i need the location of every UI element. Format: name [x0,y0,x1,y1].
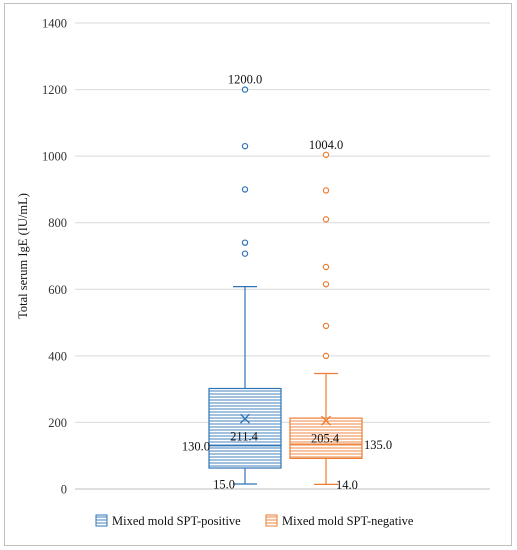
min-label: 15.0 [213,478,235,492]
y-tick-label: 800 [48,216,67,230]
outlier-point [322,216,330,223]
outlier-point [322,281,330,288]
mean-marker [321,415,331,426]
outlier-point [241,142,249,150]
outlier-point [241,250,249,257]
outlier-point [322,352,330,360]
max-label: 1004.0 [309,138,343,152]
outlier-point [241,239,249,246]
y-tick-label: 0 [61,483,67,497]
legend: Mixed mold SPT-positive Mixed mold SPT-ne… [95,514,414,528]
y-tick-label: 200 [48,416,67,430]
mean-label: 205.4 [311,432,340,446]
mean-marker [240,413,250,424]
outlier-point [241,186,249,193]
outlier-point [322,187,330,194]
box-positive: 1200.0 211.4 130.0 15.0 [182,73,282,492]
y-axis-label: Total serum IgE (IU/mL) [16,193,30,319]
outlier-point [322,151,330,159]
iqr-box [208,387,282,469]
outlier-point [241,86,249,93]
box-negative: 1004.0 205.4 135.0 14.0 [289,138,392,492]
legend-item: Mixed mold SPT-negative [265,514,414,528]
legend-swatch [265,514,278,527]
y-tick-label: 1000 [42,150,67,164]
legend-label: Mixed mold SPT-positive [112,514,241,528]
legend-label: Mixed mold SPT-negative [282,514,414,528]
legend-swatch [95,514,108,527]
outlier-point [322,263,330,271]
gridlines [75,22,490,490]
outlier-point [322,322,330,330]
mean-label: 211.4 [230,430,258,444]
legend-item: Mixed mold SPT-positive [95,514,241,528]
min-label: 14.0 [336,478,358,492]
y-tick-label: 400 [48,349,67,363]
iqr-box [289,417,363,459]
y-tick-label: 1200 [42,83,67,97]
median-label: 130.0 [182,440,210,454]
y-axis-ticks: 0 200 400 600 800 1000 1200 1400 [42,17,67,497]
max-label: 1200.0 [228,73,262,87]
y-tick-label: 1400 [42,17,67,31]
y-tick-label: 600 [48,283,67,297]
median-label: 135.0 [364,438,392,452]
box-series: 1200.0 211.4 130.0 15.0 1004.0 205.4 135.0 14.0 [182,73,392,492]
